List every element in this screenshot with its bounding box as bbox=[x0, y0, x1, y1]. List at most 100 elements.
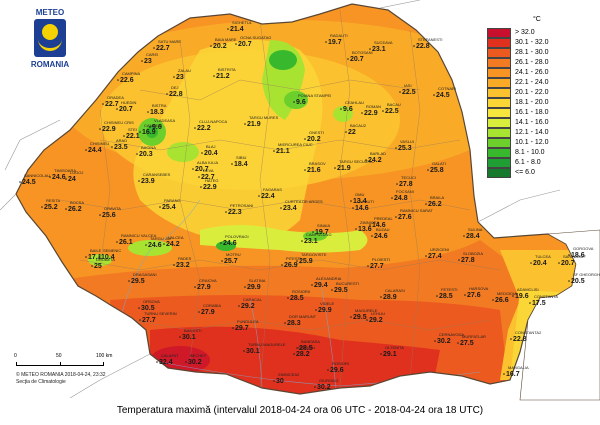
copyright-note: © METEO ROMANIA 2018-04-24, 23:32 Secţia… bbox=[16, 372, 106, 386]
station-value: 25.6 bbox=[102, 212, 116, 219]
station-dot bbox=[138, 180, 140, 182]
station-name: TIMISOARA bbox=[54, 168, 76, 173]
legend-row: <= 6.0 bbox=[487, 168, 597, 178]
station-dot bbox=[347, 58, 349, 60]
scale-label-zero: 0 bbox=[14, 353, 17, 359]
station-name: ROSIORI bbox=[332, 361, 349, 366]
station-value: 27.6 bbox=[398, 214, 412, 221]
station-dot bbox=[139, 319, 141, 321]
station-value: 29.2 bbox=[369, 317, 383, 324]
station-value: 22.8 bbox=[416, 43, 430, 50]
black-sea bbox=[519, 229, 600, 401]
station-dot bbox=[238, 305, 240, 307]
station-value: 25.8 bbox=[430, 167, 444, 174]
station-dot bbox=[145, 244, 147, 246]
station-value: 29.4 bbox=[314, 282, 328, 289]
station-value: 9.6 bbox=[296, 99, 306, 106]
station-name: ROSIORII bbox=[292, 289, 310, 294]
station-value: 27.8 bbox=[399, 181, 413, 188]
station-dot bbox=[210, 45, 212, 47]
station-name: RESITA bbox=[46, 198, 60, 203]
station-value: 25.7 bbox=[224, 258, 238, 265]
station-value: 16.9 bbox=[142, 129, 156, 136]
station-name: CALARASI bbox=[385, 288, 405, 293]
station-dot bbox=[369, 48, 371, 50]
station-value: 24.8 bbox=[394, 195, 408, 202]
station-value: 18.3 bbox=[150, 109, 164, 116]
station-value: 28.4 bbox=[466, 233, 480, 240]
station-value: 9.6 bbox=[343, 106, 353, 113]
station-name: DOR MARUNT bbox=[289, 314, 317, 319]
station-value: 20.4 bbox=[533, 260, 547, 267]
station-name: FOCSANI bbox=[396, 189, 414, 194]
station-name: SIGHETUL bbox=[232, 20, 253, 25]
station-name: BAILESTI bbox=[184, 328, 202, 333]
station-value: 24.5 bbox=[436, 92, 450, 99]
station-value: 29.9 bbox=[318, 307, 332, 314]
station-dot bbox=[350, 316, 352, 318]
station-name: MEDGIDIA bbox=[497, 291, 517, 296]
station-value: 21.6 bbox=[307, 167, 321, 174]
station-name: BRAILA bbox=[430, 195, 445, 200]
station-name: HATEG bbox=[205, 178, 218, 183]
legend-label: 30.1 - 32.0 bbox=[515, 39, 549, 46]
station-name: BANEASA bbox=[301, 339, 320, 344]
station-dot bbox=[399, 91, 401, 93]
station-dot bbox=[235, 43, 237, 45]
station-dot bbox=[296, 347, 298, 349]
station-value: 26.9 bbox=[284, 262, 298, 269]
station-value: 21.9 bbox=[247, 121, 261, 128]
station-name: IASI bbox=[404, 83, 412, 88]
station-value: 22.6 bbox=[120, 77, 134, 84]
station-dot bbox=[395, 216, 397, 218]
station-dot bbox=[243, 350, 245, 352]
station-value: 14.6 bbox=[355, 205, 369, 212]
station-value: 23.9 bbox=[141, 178, 155, 185]
station-name: ONESTI bbox=[309, 130, 324, 135]
station-dot bbox=[304, 138, 306, 140]
station-name: BOTOSANI bbox=[352, 50, 373, 55]
station-name: MOTRU bbox=[226, 252, 241, 257]
station-dot bbox=[117, 79, 119, 81]
station-dot bbox=[280, 207, 282, 209]
station-value: 18.4 bbox=[234, 161, 248, 168]
station-value: 20.7 bbox=[561, 260, 575, 267]
station-value: 27.4 bbox=[428, 253, 442, 260]
station-name: CRAIOVA bbox=[199, 278, 217, 283]
station-name: ADAMCLISI bbox=[517, 287, 539, 292]
station-name: STEFANESTI bbox=[418, 37, 442, 42]
station-value: 22.7 bbox=[156, 45, 170, 52]
legend-swatch bbox=[487, 158, 511, 168]
station-dot bbox=[99, 128, 101, 130]
station-dot bbox=[510, 338, 512, 340]
legend-swatch bbox=[487, 118, 511, 128]
station-dot bbox=[457, 342, 459, 344]
station-dot bbox=[327, 369, 329, 371]
station-name: TURNU MAGURELE bbox=[248, 342, 286, 347]
station-dot bbox=[350, 200, 352, 202]
station-dot bbox=[123, 135, 125, 137]
station-value: 25.9 bbox=[299, 258, 313, 265]
legend-label: 22.1 - 24.0 bbox=[515, 79, 549, 86]
meteo-romania-logo: METEO ROMANIA bbox=[20, 8, 80, 70]
